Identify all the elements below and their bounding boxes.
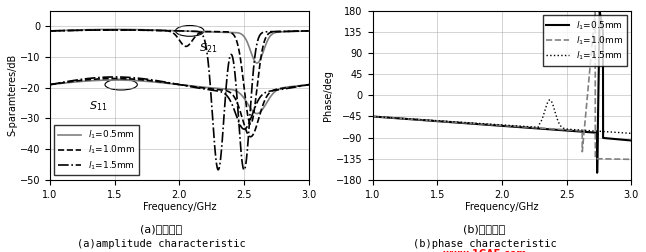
Y-axis label: Phase/deg: Phase/deg (324, 70, 333, 121)
Legend: $l_1$=0.5mm, $l_1$=1.0mm, $l_1$=1.5mm: $l_1$=0.5mm, $l_1$=1.0mm, $l_1$=1.5mm (543, 15, 627, 66)
X-axis label: Frequency/GHz: Frequency/GHz (143, 202, 216, 212)
Legend: $l_1$=0.5mm, $l_1$=1.0mm, $l_1$=1.5mm: $l_1$=0.5mm, $l_1$=1.0mm, $l_1$=1.5mm (54, 125, 139, 175)
Text: (a)幅度特性: (a)幅度特性 (140, 224, 183, 234)
Text: $S_{11}$: $S_{11}$ (89, 99, 107, 113)
Text: $S_{21}$: $S_{21}$ (199, 41, 217, 55)
X-axis label: Frequency/GHz: Frequency/GHz (465, 202, 539, 212)
Text: (b)phase characteristic: (b)phase characteristic (413, 239, 556, 249)
Text: www.1CAE.com: www.1CAE.com (443, 249, 526, 252)
Y-axis label: S-paramteres/dB: S-paramteres/dB (7, 54, 17, 137)
Text: (b)相位特性: (b)相位特性 (463, 224, 506, 234)
Text: (a)amplitude characteristic: (a)amplitude characteristic (77, 239, 246, 249)
